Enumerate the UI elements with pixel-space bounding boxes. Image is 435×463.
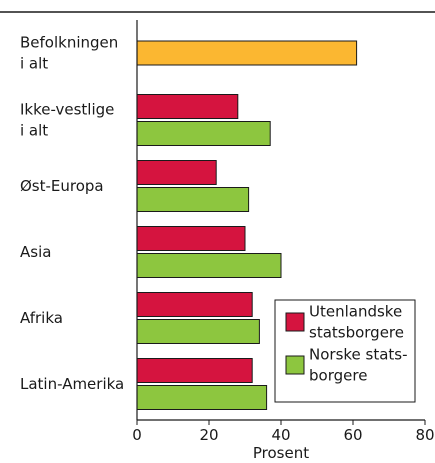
- legend-swatch: [285, 355, 305, 375]
- bar: [136, 187, 250, 212]
- x-tick-label: 80: [415, 426, 434, 444]
- y-tick-label: Afrika: [20, 309, 63, 327]
- x-tick-label: 40: [271, 426, 290, 444]
- x-tick-label: 0: [132, 426, 142, 444]
- y-tick-label: Asia: [20, 243, 51, 261]
- x-axis-label: Prosent: [253, 444, 309, 462]
- bar: [136, 319, 260, 344]
- bar: [136, 292, 253, 317]
- legend-label: Utenlandske statsborgere: [309, 302, 404, 341]
- y-tick-label: Øst-Europa: [20, 177, 104, 195]
- bar: [136, 40, 358, 66]
- bar: [136, 385, 268, 410]
- y-tick-label: Latin-Amerika: [20, 375, 124, 393]
- bar: [136, 121, 271, 146]
- x-tick-label: 60: [343, 426, 362, 444]
- x-tick-label: 20: [199, 426, 218, 444]
- y-tick-label: Ikke-vestlige i alt: [20, 100, 114, 139]
- legend-swatch: [285, 312, 305, 332]
- legend-label: Norske stats-borgere: [309, 345, 408, 384]
- y-tick-label: Befolkningen i alt: [20, 33, 118, 72]
- bar: [136, 358, 253, 383]
- bar: [136, 226, 246, 251]
- bar: [136, 94, 239, 119]
- legend-box: [274, 299, 416, 403]
- bar: [136, 253, 282, 278]
- bar: [136, 160, 217, 185]
